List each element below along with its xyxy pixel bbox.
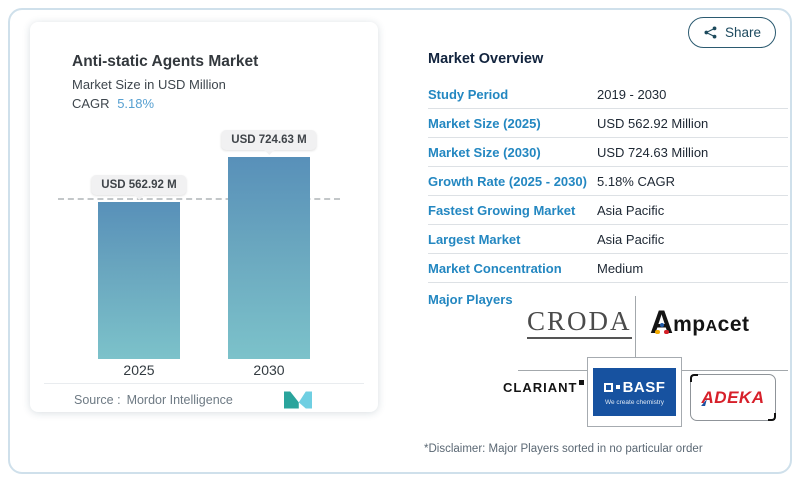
chart-card: Anti-static Agents Market Market Size in… <box>30 22 378 412</box>
overview-table: Study Period 2019 - 2030 Market Size (20… <box>428 80 788 283</box>
clariant-square-icon <box>579 380 585 385</box>
table-row-market-size-2025: Market Size (2025) USD 562.92 Million <box>428 109 788 138</box>
basf-outline-square-icon <box>603 382 613 392</box>
ampacet-logo: A mpAcet <box>650 306 750 338</box>
chart-subtitle: Market Size in USD Million <box>72 77 226 92</box>
source-value: Mordor Intelligence <box>126 393 233 407</box>
row-value: Asia Pacific <box>597 231 665 247</box>
row-label: Market Size (2025) <box>428 115 541 131</box>
bar-2030[interactable]: USD 724.63 M <box>221 130 317 359</box>
ampacet-red-dot-icon <box>664 329 669 335</box>
x-axis-label-2025: 2025 <box>123 362 155 378</box>
table-row-market-concentration: Market Concentration Medium <box>428 254 788 283</box>
row-label: Fastest Growing Market <box>428 202 576 218</box>
disclaimer-text: *Disclaimer: Major Players sorted in no … <box>424 443 703 455</box>
bar-value-label-2025: USD 562.92 M <box>91 175 187 200</box>
source-row: Source : Mordor Intelligence <box>44 383 364 413</box>
row-value: USD 562.92 Million <box>597 115 709 131</box>
table-row-largest-market: Largest Market Asia Pacific <box>428 225 788 254</box>
cagr-line: CAGR 5.18% <box>72 96 154 111</box>
row-value: 2019 - 2030 <box>597 86 667 102</box>
row-label: Market Size (2030) <box>428 144 541 160</box>
cagr-label: CAGR <box>72 96 110 111</box>
share-button-label: Share <box>725 25 762 40</box>
row-label: Largest Market <box>428 231 521 247</box>
bar-2025[interactable]: USD 562.92 M <box>91 175 187 359</box>
basf-tagline: We create chemistry <box>604 398 665 406</box>
ampacet-yellow-dot-icon <box>655 329 660 335</box>
row-value: Medium <box>597 260 644 276</box>
mordor-intelligence-logo-icon <box>284 391 312 409</box>
ampacet-wordmark: mpAcet <box>673 313 750 337</box>
major-players-label: Major Players <box>428 292 513 307</box>
x-axis-label-2030: 2030 <box>253 362 285 378</box>
ampacet-a-glyph: A <box>650 306 673 338</box>
row-label: Market Concentration <box>428 260 562 276</box>
clariant-logo: CLARIANT <box>503 380 585 395</box>
basf-logo-box: BASF We create chemistry <box>587 357 682 427</box>
overview-title: Market Overview <box>428 51 544 67</box>
table-row-study-period: Study Period 2019 - 2030 <box>428 80 788 109</box>
bar-value-label-2030: USD 724.63 M <box>221 130 317 155</box>
table-row-fastest-growing-market: Fastest Growing Market Asia Pacific <box>428 196 788 225</box>
adeka-a-glyph: A <box>701 387 715 407</box>
row-label: Growth Rate (2025 - 2030) <box>428 173 587 189</box>
source-label: Source : <box>74 393 121 407</box>
cagr-value: 5.18% <box>117 96 155 111</box>
row-value: 5.18% CAGR <box>597 173 676 189</box>
threshold-line <box>58 198 340 200</box>
share-button[interactable]: Share <box>688 17 777 48</box>
share-icon <box>704 26 717 39</box>
basf-wordmark: BASF <box>622 378 666 396</box>
row-value: USD 724.63 Million <box>597 144 709 160</box>
bar-chart: USD 562.92 M USD 724.63 M 2025 2030 <box>30 122 378 382</box>
basf-filled-square-icon <box>615 385 620 389</box>
adeka-logo-box: ADEKA <box>690 374 776 421</box>
row-value: Asia Pacific <box>597 202 665 218</box>
adeka-wordmark: ADEKA <box>701 387 765 407</box>
row-label: Study Period <box>428 86 509 102</box>
basf-logo: BASF We create chemistry <box>593 368 676 416</box>
ampacet-blue-dot-icon <box>659 322 664 328</box>
table-row-market-size-2030: Market Size (2030) USD 724.63 Million <box>428 138 788 167</box>
logo-vertical-divider <box>635 296 636 358</box>
table-row-growth-rate: Growth Rate (2025 - 2030) 5.18% CAGR <box>428 167 788 196</box>
chart-title: Anti-static Agents Market <box>72 53 259 70</box>
croda-logo: CRODA <box>527 308 632 339</box>
source-text: Source : Mordor Intelligence <box>74 393 233 407</box>
